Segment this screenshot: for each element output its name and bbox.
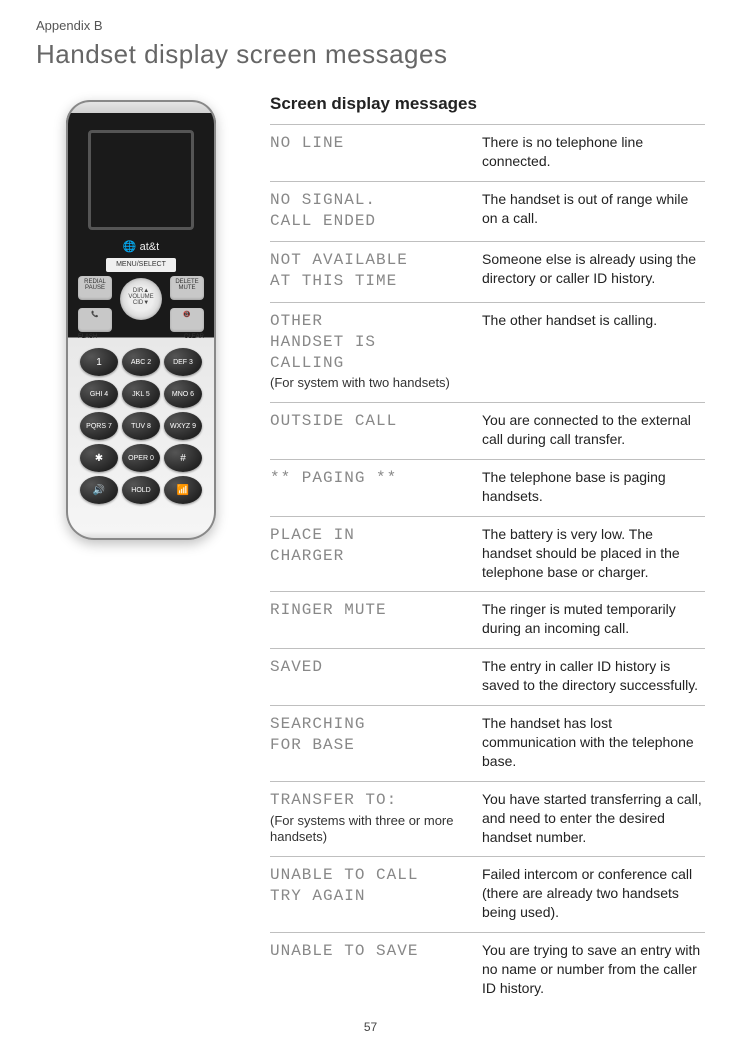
screen-message-text: NOT AVAILABLE AT THIS TIME [270, 250, 470, 292]
page-title: Handset display screen messages [36, 39, 705, 70]
message-description: The telephone base is paging handsets. [482, 468, 705, 506]
screen-message-text: SEARCHING FOR BASE [270, 714, 470, 771]
phone-illustration: 🌐 at&t MENU/SELECT REDIALPAUSE DELETEMUT… [46, 100, 236, 560]
content: 🌐 at&t MENU/SELECT REDIALPAUSE DELETEMUT… [36, 94, 705, 1008]
messages-column: Screen display messages NO LINE There is … [270, 94, 705, 1008]
message-description: The handset is out of range while on a c… [482, 190, 705, 232]
screen-message-text: ** PAGING ** [270, 468, 470, 506]
message-row: ** PAGING ** The telephone base is paging… [270, 459, 705, 516]
message-row: NO SIGNAL. CALL ENDED The handset is out … [270, 181, 705, 242]
message-description: The ringer is muted temporarily during a… [482, 600, 705, 638]
message-description: You have started transferring a call, an… [482, 790, 705, 847]
message-row: SAVED The entry in caller ID history is s… [270, 648, 705, 705]
phone-illustration-column: 🌐 at&t MENU/SELECT REDIALPAUSE DELETEMUT… [36, 94, 246, 1008]
menu-select-button: MENU/SELECT [106, 258, 176, 272]
message-description: The battery is very low. The handset sho… [482, 525, 705, 582]
message-row: OUTSIDE CALL You are connected to the ext… [270, 402, 705, 459]
message-description: The entry in caller ID history is saved … [482, 657, 705, 695]
brand-text: at&t [140, 241, 160, 253]
key-star: ✱ [80, 444, 118, 472]
message-note: (For system with two handsets) [270, 375, 470, 392]
key-5: JKL 5 [122, 380, 160, 408]
screen-message-text: UNABLE TO SAVE [270, 941, 470, 998]
key-6: MNO 6 [164, 380, 202, 408]
message-note: (For systems with three or more handsets… [270, 813, 470, 847]
message-description: There is no telephone line connected. [482, 133, 705, 171]
message-row: TRANSFER TO:(For systems with three or m… [270, 781, 705, 857]
key-7: PQRS 7 [80, 412, 118, 440]
message-row: RINGER MUTE The ringer is muted temporari… [270, 591, 705, 648]
keypad: 1 ABC 2 DEF 3 GHI 4 JKL 5 MNO 6 PQRS 7 T… [80, 348, 202, 504]
message-row: UNABLE TO SAVEYou are trying to save an … [270, 932, 705, 1008]
nav-cluster: REDIALPAUSE DELETEMUTE DIR▲VOLUMECID▼ 📞 … [78, 276, 204, 332]
key-9: WXYZ 9 [164, 412, 202, 440]
message-row: PLACE IN CHARGERThe battery is very low.… [270, 516, 705, 592]
screen-message-text: NO SIGNAL. CALL ENDED [270, 190, 470, 232]
message-row: NOT AVAILABLE AT THIS TIME Someone else i… [270, 241, 705, 302]
screen-message-text: NO LINE [270, 133, 470, 171]
speaker-button: 🔊 [80, 476, 118, 504]
screen-message-text: PLACE IN CHARGER [270, 525, 470, 582]
hold-button: HOLD [122, 476, 160, 504]
message-description: The other handset is calling. [482, 311, 705, 392]
messages-table: NO LINE There is no telephone line connec… [270, 124, 705, 1008]
screen-message-text: UNABLE TO CALL TRY AGAIN [270, 865, 470, 922]
phone-brand-logo: 🌐 at&t [66, 240, 216, 253]
volume-dir-cid-button: DIR▲VOLUMECID▼ [120, 278, 162, 320]
key-1: 1 [80, 348, 118, 376]
off-clear-button: 📵 [170, 308, 204, 332]
key-2: ABC 2 [122, 348, 160, 376]
screen-message-text: RINGER MUTE [270, 600, 470, 638]
message-description: The handset has lost communication with … [482, 714, 705, 771]
phone-body: 🌐 at&t MENU/SELECT REDIALPAUSE DELETEMUT… [66, 100, 216, 540]
message-description: Someone else is already using the direct… [482, 250, 705, 292]
small-labels: FLASH CLEAR [78, 334, 204, 340]
cellular-button: 📶 [164, 476, 202, 504]
phone-screen [88, 130, 194, 230]
appendix-label: Appendix B [36, 18, 705, 33]
screen-message-text: OTHER HANDSET IS CALLING(For system with… [270, 311, 470, 392]
redial-pause-button: REDIALPAUSE [78, 276, 112, 300]
key-pound: # [164, 444, 202, 472]
message-description: You are connected to the external call d… [482, 411, 705, 449]
page-number: 57 [0, 1020, 741, 1034]
message-row: NO LINE There is no telephone line connec… [270, 124, 705, 181]
message-description: Failed intercom or conference call (ther… [482, 865, 705, 922]
message-row: UNABLE TO CALL TRY AGAINFailed intercom … [270, 856, 705, 932]
message-row: SEARCHING FOR BASEThe handset has lost c… [270, 705, 705, 781]
screen-message-text: SAVED [270, 657, 470, 695]
home-flash-button: 📞 [78, 308, 112, 332]
screen-message-text: TRANSFER TO:(For systems with three or m… [270, 790, 470, 847]
message-row: OTHER HANDSET IS CALLING(For system with… [270, 302, 705, 402]
screen-message-text: OUTSIDE CALL [270, 411, 470, 449]
clear-label: CLEAR [184, 334, 204, 340]
message-description: You are trying to save an entry with no … [482, 941, 705, 998]
delete-mute-button: DELETEMUTE [170, 276, 204, 300]
key-3: DEF 3 [164, 348, 202, 376]
flash-label: FLASH [78, 334, 97, 340]
key-0: OPER 0 [122, 444, 160, 472]
section-title: Screen display messages [270, 94, 705, 114]
key-8: TUV 8 [122, 412, 160, 440]
key-4: GHI 4 [80, 380, 118, 408]
